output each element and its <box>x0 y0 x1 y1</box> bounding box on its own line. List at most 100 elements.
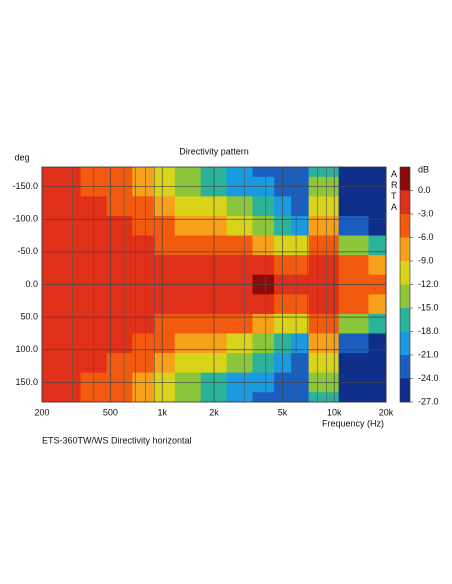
heatmap-cell <box>153 235 176 256</box>
heatmap-cell <box>174 392 202 403</box>
colorbar-tick-label: -3.0 <box>418 208 434 218</box>
heatmap-cell <box>54 235 81 256</box>
plot-frame <box>41 166 387 403</box>
heatmap-cell <box>338 215 369 236</box>
heatmap-cell <box>338 255 369 276</box>
heatmap-cell <box>291 235 310 256</box>
x-tick-label: 20k <box>379 407 394 417</box>
heatmap-cell <box>153 215 176 236</box>
heatmap-cell <box>291 392 310 403</box>
heatmap-cell <box>308 255 323 276</box>
heatmap-cell <box>321 235 340 256</box>
colorbar-band <box>400 167 410 191</box>
x-tick-label: 5k <box>278 407 288 417</box>
heatmap-cell <box>308 196 323 217</box>
heatmap-cell <box>174 294 202 315</box>
x-tick-label: 2k <box>209 407 219 417</box>
heatmap-cell <box>54 333 81 354</box>
colorbar-tick-label: -6.0 <box>418 232 434 242</box>
heatmap-cell <box>174 235 202 256</box>
heatmap-cell <box>368 333 387 354</box>
heatmap-cell <box>54 313 81 334</box>
heatmap-cell <box>291 333 310 354</box>
chart-title: Directivity pattern <box>179 146 249 156</box>
heatmap-cell <box>106 353 133 374</box>
heatmap-cell <box>132 235 155 256</box>
heatmap-cell <box>252 333 275 354</box>
heatmap-cell <box>368 353 387 374</box>
heatmap-cell <box>321 392 340 403</box>
heatmap-cell <box>338 333 369 354</box>
heatmap-cell <box>153 294 176 315</box>
heatmap-cell <box>153 313 176 334</box>
heatmap-cell <box>308 333 323 354</box>
heatmap-cell <box>132 294 155 315</box>
heatmap <box>42 167 387 403</box>
heatmap-cell <box>132 167 155 178</box>
heatmap-cell <box>252 215 275 236</box>
heatmap-cell <box>252 235 275 256</box>
colorbar-band <box>400 308 410 332</box>
heatmap-cell <box>106 294 133 315</box>
heatmap-cell <box>308 353 323 374</box>
heatmap-cell <box>252 255 275 276</box>
colorbar-tick-label: -21.0 <box>418 349 439 359</box>
heatmap-cell <box>291 353 310 374</box>
heatmap-cell <box>42 333 55 354</box>
heatmap-cell <box>42 313 55 334</box>
y-tick-label: 150.0 <box>15 377 38 387</box>
heatmap-cell <box>226 196 253 217</box>
heatmap-cell <box>252 294 275 315</box>
heatmap-cell <box>42 392 55 403</box>
heatmap-cell <box>174 255 202 276</box>
heatmap-cell <box>368 196 387 217</box>
heatmap-cell <box>338 392 369 403</box>
colorbar-tick-label: -24.0 <box>418 373 439 383</box>
x-tick-label: 500 <box>103 407 118 417</box>
colorbar-tick-label: -9.0 <box>418 255 434 265</box>
heatmap-cell <box>226 215 253 236</box>
heatmap-cell <box>291 313 310 334</box>
heatmap-cell <box>226 392 253 403</box>
heatmap-cell <box>338 313 369 334</box>
heatmap-cell <box>153 392 176 403</box>
heatmap-cell <box>338 235 369 256</box>
heatmap-cell <box>226 313 253 334</box>
heatmap-cell <box>54 294 81 315</box>
colorbar-band <box>400 261 410 285</box>
heatmap-cell <box>106 392 133 403</box>
heatmap-cell <box>54 196 81 217</box>
heatmap-cell <box>308 235 323 256</box>
y-tick-label: -50.0 <box>17 246 38 256</box>
heatmap-cell <box>368 255 387 276</box>
x-tick-label: 200 <box>34 407 49 417</box>
x-tick-label: 10k <box>327 407 342 417</box>
heatmap-cell <box>291 255 310 276</box>
heatmap-cell <box>338 294 369 315</box>
heatmap-cell <box>54 255 81 276</box>
heatmap-cell <box>368 235 387 256</box>
colorbar-tick-label: 0.0 <box>418 185 431 195</box>
heatmap-cell <box>308 294 323 315</box>
heatmap-cell <box>54 353 81 374</box>
heatmap-cell <box>132 313 155 334</box>
heatmap-cell <box>291 196 310 217</box>
heatmap-cell <box>321 294 340 315</box>
heatmap-cell <box>42 215 55 236</box>
heatmap-cell <box>153 333 176 354</box>
heatmap-cell <box>132 353 155 374</box>
y-tick-label: -100.0 <box>12 214 38 224</box>
heatmap-cell <box>174 333 202 354</box>
heatmap-cell <box>338 167 369 178</box>
heatmap-cell <box>174 215 202 236</box>
heatmap-cell <box>321 333 340 354</box>
heatmap-cell <box>226 353 253 374</box>
heatmap-cell <box>338 196 369 217</box>
heatmap-cell <box>308 167 323 178</box>
heatmap-cell <box>368 215 387 236</box>
heatmap-cell <box>321 353 340 374</box>
heatmap-cell <box>368 392 387 403</box>
colorbar-band <box>400 355 410 379</box>
